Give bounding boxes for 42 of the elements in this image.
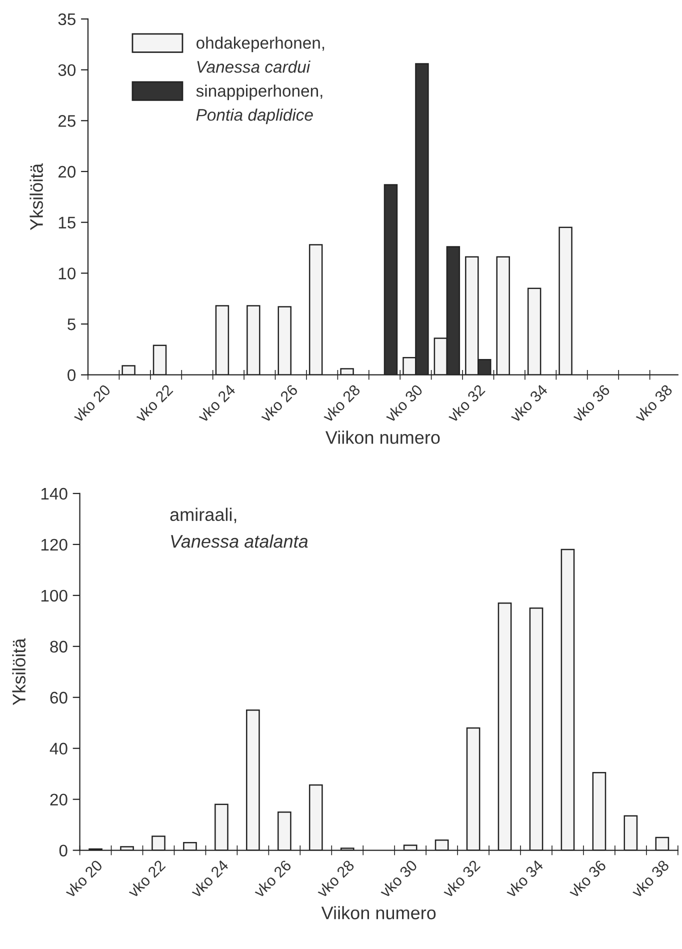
x-axis-title: Viikon numero [321,906,436,920]
y-tick-label: 10 [58,268,76,280]
y-tick-label: 140 [41,488,68,500]
y-tick-label: 15 [58,216,76,229]
y-tick-label: 35 [58,13,76,26]
x-tick-label: vko 24 [190,858,230,898]
x-tick-label: vko 32 [446,384,486,423]
y-tick-label: 25 [58,115,76,127]
x-tick-label: vko 34 [504,858,544,898]
x-tick-label: vko 26 [252,859,292,898]
x-tick-label: vko 22 [134,384,174,423]
x-tick-label: vko 30 [378,859,418,898]
x-tick-label: vko 28 [316,859,355,898]
x-tick-label: vko 28 [322,384,361,423]
x-tick-label: vko 20 [64,859,104,898]
y-tick-label: 0 [68,369,76,382]
y-tick-label: 80 [50,640,68,653]
x-tick-label: vko 34 [508,384,548,423]
x-tick-label: vko 30 [384,384,424,423]
x-tick-label: vko 36 [567,859,607,898]
x-tick-label: vko 20 [72,384,112,423]
y-tick-label: 100 [41,590,68,602]
y-tick-label: 0 [59,844,68,857]
y-tick-label: 30 [58,64,76,76]
x-tick-label: vko 26 [259,384,298,423]
x-tick-label: vko 38 [630,859,670,898]
y-tick-label: 5 [68,318,76,330]
x-tick-label: vko 36 [571,384,610,423]
x-tick-label: vko 22 [126,859,166,898]
y-tick-label: 40 [50,742,68,755]
annotation: amiraali, Vanessa atalanta [170,508,308,548]
x-tick-label: vko 24 [196,384,236,423]
y-axis-title: Yksilöitä [30,163,43,230]
legend-label: sinappiperhonen, Pontia daplidice [196,84,322,124]
y-tick-label: 60 [50,692,68,704]
y-axis-title: Yksilöitä [12,638,26,706]
x-axis-title: Viikon numero [325,430,440,444]
x-tick-label: vko 32 [442,859,481,898]
y-tick-label: 120 [41,538,68,551]
x-tick-label: vko 38 [634,384,673,423]
y-tick-label: 20 [58,166,76,178]
y-tick-label: 20 [50,794,68,806]
